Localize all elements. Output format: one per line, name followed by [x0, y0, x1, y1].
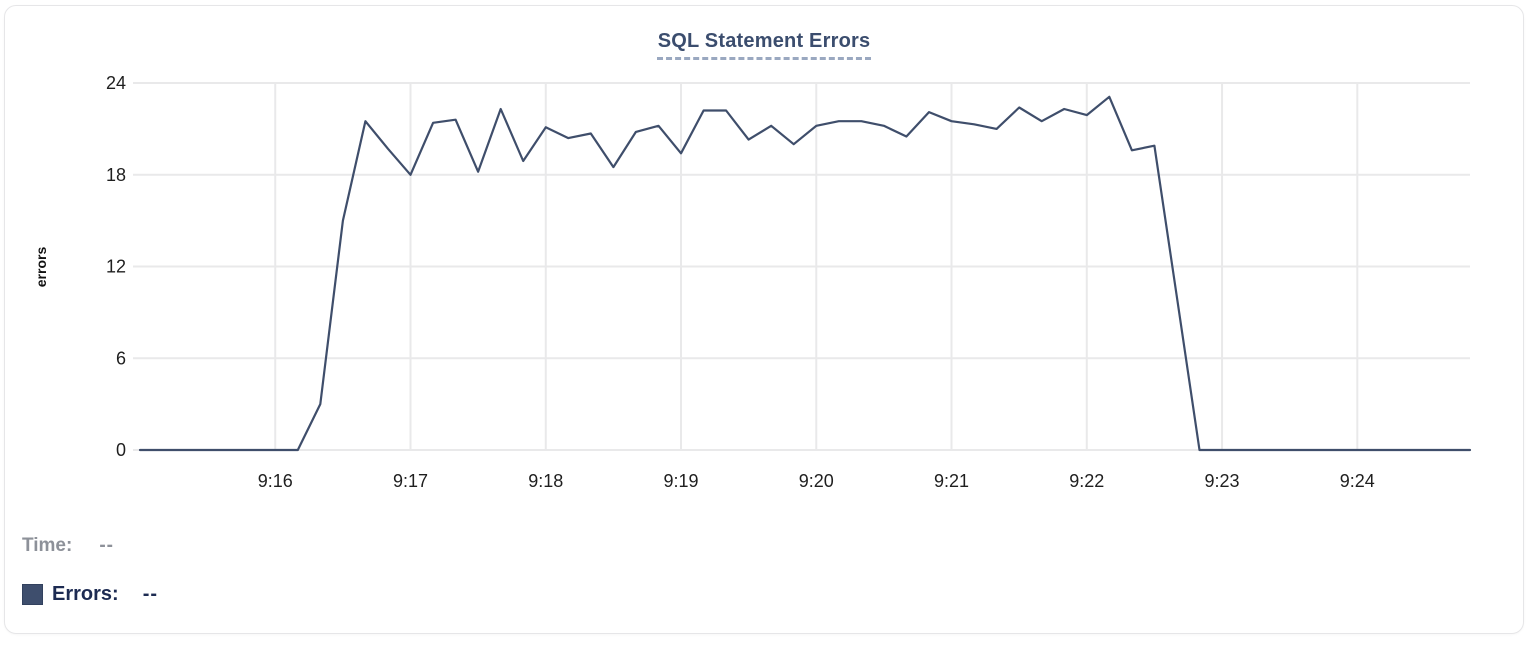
y-tick-label: 12: [106, 257, 126, 277]
x-tick-label: 9:19: [663, 471, 698, 491]
legend-errors-row: Errors: --: [22, 582, 158, 606]
chart-card: [4, 5, 1524, 634]
x-tick-label: 9:17: [393, 471, 428, 491]
x-tick-label: 9:16: [258, 471, 293, 491]
x-tick-label: 9:21: [934, 471, 969, 491]
legend-errors-value: --: [142, 582, 159, 605]
x-tick-label: 9:23: [1205, 471, 1240, 491]
legend-errors-label: Errors:: [52, 582, 119, 605]
x-tick-label: 9:20: [799, 471, 834, 491]
errors-series-swatch-icon: [22, 583, 43, 605]
y-tick-label: 0: [116, 440, 126, 460]
y-tick-label: 6: [116, 348, 126, 368]
legend-time-label: Time:: [22, 535, 73, 556]
chart-title[interactable]: SQL Statement Errors: [656, 30, 872, 60]
y-tick-label: 18: [106, 165, 126, 185]
x-tick-label: 9:18: [528, 471, 563, 491]
chart-title-wrap: SQL Statement Errors: [0, 30, 1528, 60]
legend-time-value: --: [99, 535, 114, 556]
legend-time-row: Time: --: [22, 534, 158, 558]
x-tick-label: 9:24: [1340, 471, 1375, 491]
errors-series-line[interactable]: [138, 95, 1472, 452]
chart-legend: Time: -- Errors: --: [22, 534, 158, 606]
y-axis-label: errors: [33, 247, 49, 288]
x-tick-label: 9:22: [1069, 471, 1104, 491]
y-tick-label: 24: [106, 73, 126, 93]
